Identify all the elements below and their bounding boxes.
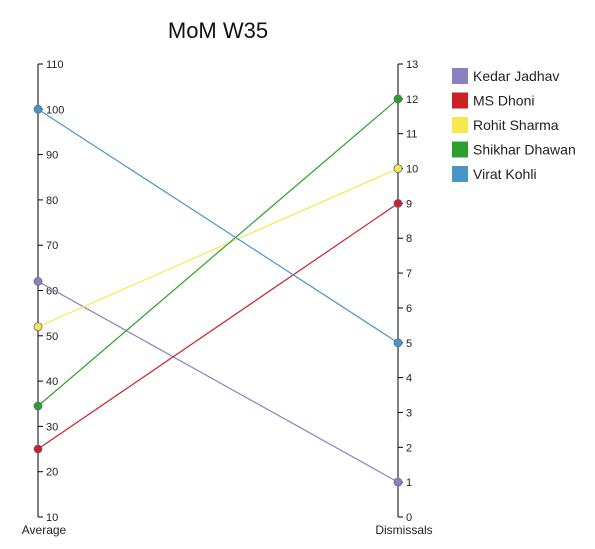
legend: Kedar Jadhav MS Dhoni Rohit Sharma Shikhar … xyxy=(452,68,576,182)
legend-swatch xyxy=(452,92,468,109)
data-point-ms-dhoni-dismissals xyxy=(393,198,403,208)
series-lines-layer xyxy=(37,98,399,483)
tick-label: 40 xyxy=(46,376,58,388)
tick-label: 13 xyxy=(406,59,418,71)
data-point-rohit-sharma-dismissals xyxy=(393,164,403,173)
legend-swatch xyxy=(452,68,468,84)
tick-label: 50 xyxy=(46,331,58,343)
axis-label-average: Average xyxy=(22,523,67,537)
legend-item-shikhar-dhawan: Shikhar Dhawan xyxy=(452,141,576,158)
tick-label: 0 xyxy=(406,512,412,524)
series-line-rohit-sharma xyxy=(37,167,399,328)
series-line-ms-dhoni xyxy=(37,202,399,450)
data-point-kedar-jadhav-average xyxy=(33,277,43,286)
data-point-ms-dhoni-average xyxy=(33,444,43,454)
data-point-virat-kohli-average xyxy=(33,104,43,114)
tick-label: 70 xyxy=(46,240,58,252)
legend-label: MS Dhoni xyxy=(473,93,534,109)
tick-label: 4 xyxy=(406,373,412,385)
chart-title: MoM W35 xyxy=(168,18,268,43)
legend-item-kedar-jadhav: Kedar Jadhav xyxy=(452,68,559,84)
tick-label: 90 xyxy=(46,150,58,162)
series-line-shikhar-dhawan xyxy=(37,98,399,407)
data-point-shikhar-dhawan-dismissals xyxy=(393,94,403,104)
legend-swatch xyxy=(452,117,468,133)
legend-label: Shikhar Dhawan xyxy=(473,142,576,158)
tick-label: 100 xyxy=(46,104,64,116)
series-line-kedar-jadhav xyxy=(37,280,399,483)
legend-label: Rohit Sharma xyxy=(473,117,559,133)
tick-label: 10 xyxy=(406,164,418,176)
legend-item-virat-kohli: Virat Kohli xyxy=(452,166,537,182)
tick-label: 3 xyxy=(406,407,412,419)
tick-label: 10 xyxy=(46,512,58,524)
legend-swatch xyxy=(452,166,468,182)
data-point-shikhar-dhawan-average xyxy=(33,401,43,411)
tick-label: 11 xyxy=(406,129,417,141)
tick-label: 110 xyxy=(46,59,64,71)
legend-swatch xyxy=(452,141,468,158)
legend-label: Kedar Jadhav xyxy=(473,68,559,84)
tick-label: 20 xyxy=(46,467,58,479)
legend-item-rohit-sharma: Rohit Sharma xyxy=(452,117,559,133)
tick-label: 30 xyxy=(46,421,58,433)
legend-item-ms-dhoni: MS Dhoni xyxy=(452,92,534,109)
data-point-kedar-jadhav-dismissals xyxy=(393,477,403,487)
tick-label: 9 xyxy=(406,198,412,210)
data-point-virat-kohli-dismissals xyxy=(393,338,403,348)
tick-label: 7 xyxy=(406,268,412,280)
tick-label: 2 xyxy=(406,442,412,454)
axis-average: 10 20 30 40 50 60 70 80 90 100 110 Average xyxy=(22,59,67,537)
axis-label-dismissals: Dismissals xyxy=(375,523,432,537)
series-points-layer xyxy=(33,94,403,487)
tick-label: 6 xyxy=(406,303,412,315)
tick-label: 80 xyxy=(46,195,58,207)
tick-label: 1 xyxy=(406,477,412,489)
tick-label: 5 xyxy=(406,338,412,350)
data-point-rohit-sharma-average xyxy=(33,322,43,332)
legend-label: Virat Kohli xyxy=(473,166,537,182)
axes-layer: 102030405060708090100110Average012345678… xyxy=(22,59,433,537)
tick-label: 12 xyxy=(406,94,418,106)
tick-label: 60 xyxy=(46,286,58,298)
series-line-virat-kohli xyxy=(37,108,399,344)
tick-label: 8 xyxy=(406,233,412,245)
